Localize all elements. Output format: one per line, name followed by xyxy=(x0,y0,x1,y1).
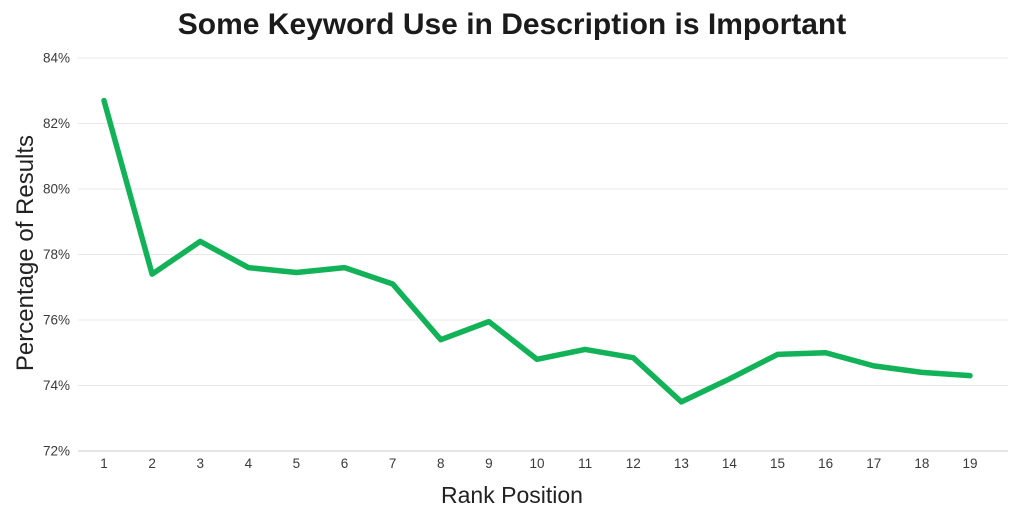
y-tick-label: 84% xyxy=(43,51,70,66)
x-tick-label: 6 xyxy=(341,456,349,471)
x-tick-label: 10 xyxy=(529,456,544,471)
x-axis-label: Rank Position xyxy=(441,482,583,508)
x-tick-label: 4 xyxy=(245,456,253,471)
x-tick-label: 7 xyxy=(389,456,397,471)
y-tick-label: 76% xyxy=(43,313,70,328)
x-tick-label: 8 xyxy=(437,456,445,471)
x-tick-label: 15 xyxy=(770,456,785,471)
x-tick-label: 9 xyxy=(485,456,493,471)
data-line xyxy=(101,97,973,405)
y-tick-label: 74% xyxy=(43,378,70,393)
x-tick-label: 11 xyxy=(578,456,592,471)
x-tick-label: 16 xyxy=(818,456,833,471)
x-tick-label: 17 xyxy=(866,456,881,471)
x-tick-label: 5 xyxy=(293,456,301,471)
x-tick-label: 3 xyxy=(196,456,204,471)
x-tick-label: 2 xyxy=(148,456,156,471)
y-tick-label: 78% xyxy=(43,247,70,262)
x-tick-label: 18 xyxy=(914,456,929,471)
x-tick-label: 19 xyxy=(962,456,977,471)
x-tick-label: 13 xyxy=(674,456,689,471)
y-tick-label: 82% xyxy=(43,116,70,131)
y-tick-label: 72% xyxy=(43,444,70,459)
x-tick-label: 12 xyxy=(626,456,641,471)
chart-title: Some Keyword Use in Description is Impor… xyxy=(177,8,847,41)
y-tick-label: 80% xyxy=(43,182,70,197)
x-tick-label: 1 xyxy=(100,456,108,471)
x-tick-label: 14 xyxy=(722,456,738,471)
